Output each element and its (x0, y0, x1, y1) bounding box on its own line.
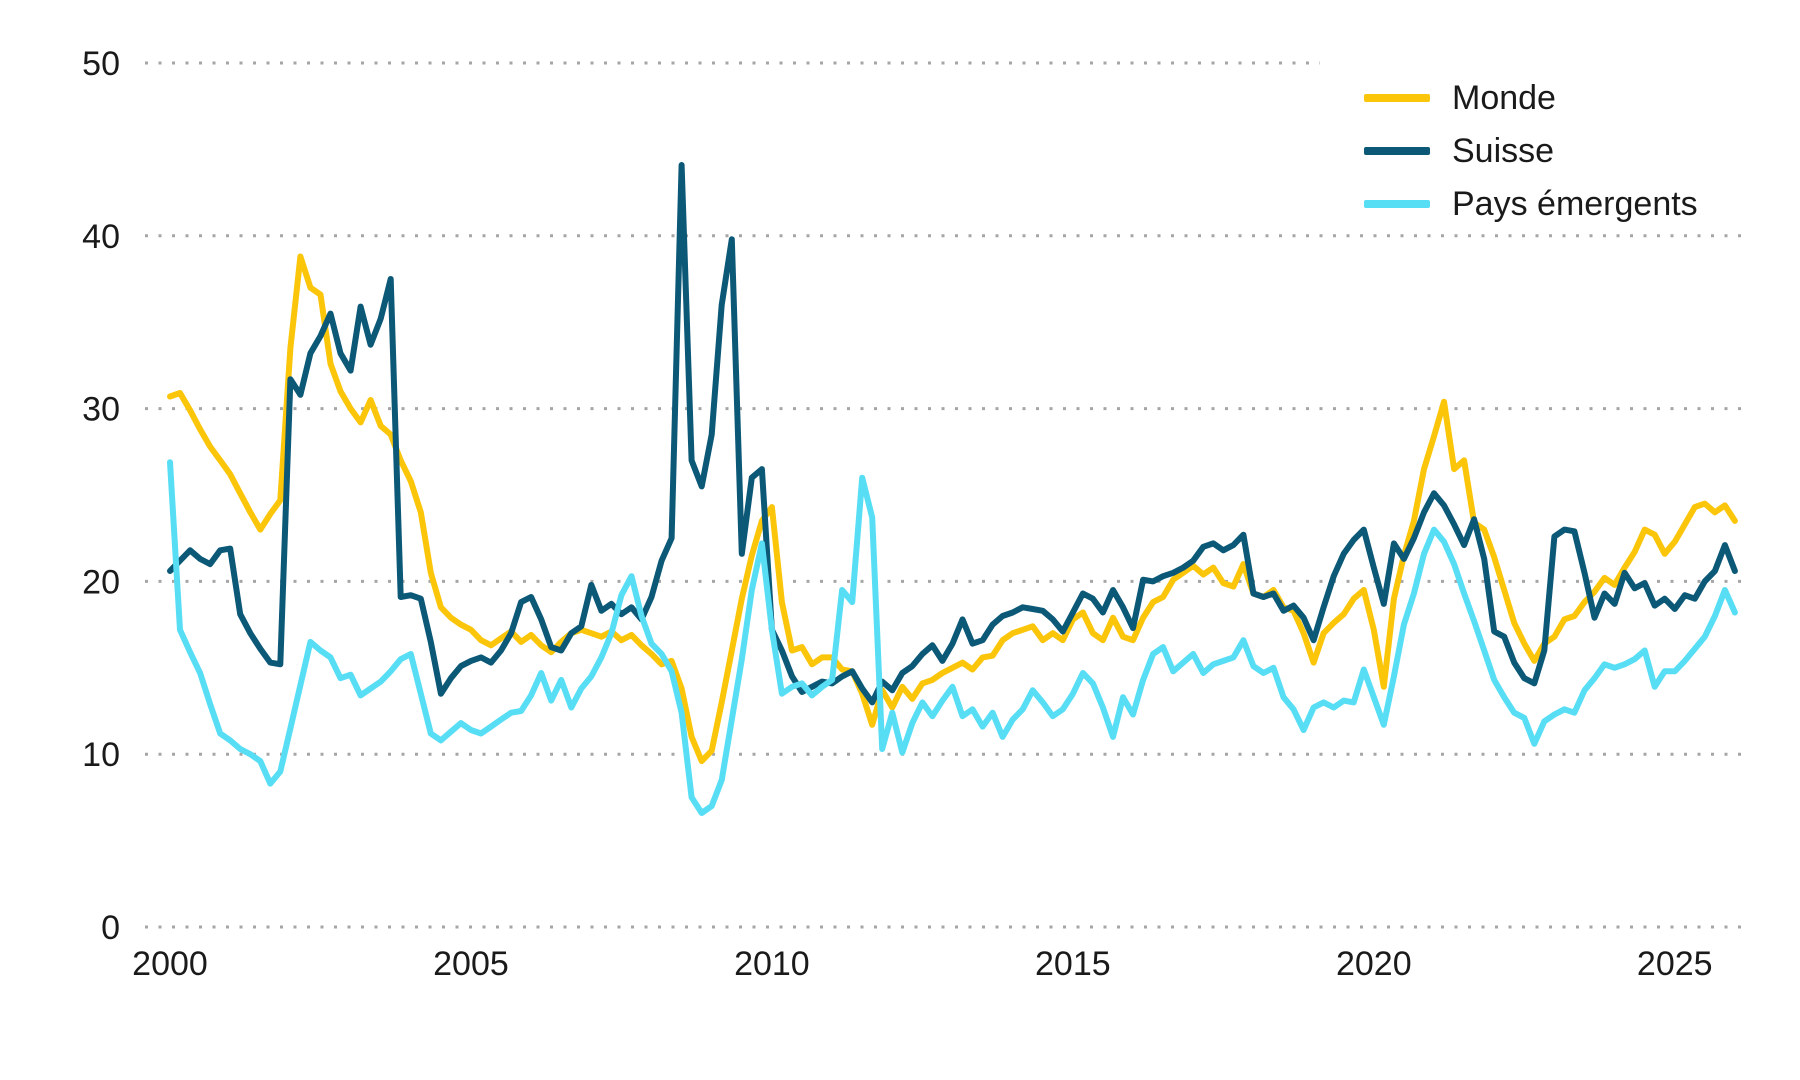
suisse-line-swatch-icon (1364, 146, 1430, 155)
legend-label-suisse: Suisse (1452, 131, 1555, 170)
legend-item-monde: Monde (1364, 71, 1698, 124)
legend-label-pays-emergents: Pays émergents (1452, 184, 1698, 223)
svg-text:0: 0 (101, 909, 120, 947)
svg-text:2000: 2000 (132, 945, 208, 983)
svg-text:2005: 2005 (433, 945, 509, 983)
monde-line-swatch-icon (1364, 93, 1430, 102)
svg-text:2020: 2020 (1336, 945, 1412, 983)
svg-text:50: 50 (82, 45, 120, 83)
pays-emergents-line-swatch-icon (1364, 199, 1430, 208)
legend-item-pays-emergents: Pays émergents (1364, 177, 1698, 230)
svg-text:2010: 2010 (734, 945, 810, 983)
svg-text:10: 10 (82, 736, 120, 774)
svg-text:2015: 2015 (1035, 945, 1111, 983)
svg-text:40: 40 (82, 218, 120, 256)
legend-item-suisse: Suisse (1364, 124, 1698, 177)
svg-text:30: 30 (82, 391, 120, 429)
legend: Monde Suisse Pays émergents (1364, 71, 1698, 230)
legend-label-monde: Monde (1452, 78, 1556, 117)
svg-text:20: 20 (82, 563, 120, 601)
svg-text:2025: 2025 (1637, 945, 1713, 983)
